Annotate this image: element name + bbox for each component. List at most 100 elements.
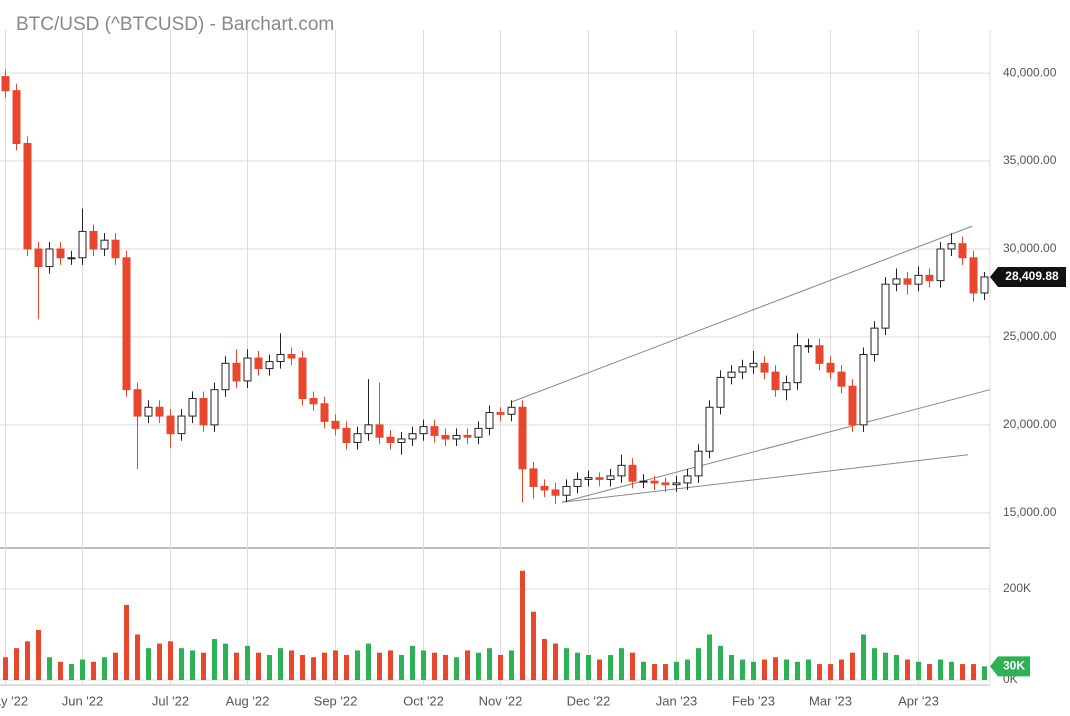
x-tick-label: Dec '22 [567, 693, 611, 708]
volume-bar [388, 650, 393, 680]
candle-body [331, 420, 340, 429]
volume-bar [212, 639, 217, 680]
volume-bar [47, 657, 52, 680]
volume-bar [751, 661, 756, 680]
candle-body [243, 357, 252, 382]
candle-body [936, 248, 945, 282]
volume-bar [344, 654, 349, 680]
candle-body [947, 243, 956, 250]
volume-bar [971, 664, 976, 680]
candle-body [254, 357, 263, 370]
volume-bar [443, 654, 448, 680]
trendline [562, 454, 969, 503]
candle-body [375, 424, 384, 438]
candle-body [100, 239, 109, 250]
candle-body [650, 480, 659, 484]
candle-body [133, 389, 142, 417]
candle-body [23, 142, 32, 250]
volume-bar [366, 643, 371, 680]
candle-body [441, 434, 450, 440]
candle-body [419, 426, 428, 435]
candle-body [507, 406, 516, 415]
candle-body [298, 357, 307, 399]
candle-body [265, 361, 274, 370]
candle-body [639, 480, 648, 483]
volume-bar [355, 650, 360, 680]
volume-bar [201, 652, 206, 680]
volume-bar [729, 654, 734, 680]
volume-bar [641, 661, 646, 680]
y-tick-label: 15,000.00 [1003, 505, 1057, 519]
volume-bar [399, 654, 404, 680]
candle-body [914, 274, 923, 285]
candle-body [661, 482, 670, 486]
volume-bar [322, 652, 327, 680]
candle-body [518, 406, 527, 470]
candle-body [562, 485, 571, 496]
volume-bar [91, 661, 96, 680]
candle-body [837, 371, 846, 387]
x-tick-label: Jul '22 [152, 693, 189, 708]
candle-body [617, 464, 626, 477]
volume-bar [949, 661, 954, 680]
candle-body [793, 345, 802, 384]
candle-body [397, 438, 406, 443]
volume-bar [784, 659, 789, 680]
y-tick-label: 25,000.00 [1003, 329, 1057, 343]
x-tick-label: May '22 [0, 693, 28, 708]
candle-body [485, 412, 494, 429]
volume-bar [135, 634, 140, 680]
volume-bar [872, 648, 877, 680]
candle-body [749, 362, 758, 368]
candle-body [826, 362, 835, 373]
candle-body [771, 371, 780, 391]
candle-body [892, 278, 901, 285]
candle-body [1, 76, 10, 92]
volume-bar [916, 661, 921, 680]
candle-body [551, 489, 560, 496]
y-tick-label: 40,000.00 [1003, 65, 1057, 79]
candle-body [199, 397, 208, 426]
candle-body [738, 366, 747, 373]
volume-bar [223, 643, 228, 680]
candle-body [78, 230, 87, 259]
volume-bar [498, 654, 503, 680]
volume-bar [982, 666, 987, 680]
candle-body [969, 257, 978, 294]
volume-bar [707, 634, 712, 680]
candle-body [881, 283, 890, 329]
volume-bar [421, 650, 426, 680]
chart-title: BTC/USD (^BTCUSD) - Barchart.com [16, 14, 334, 35]
candle-body [925, 274, 934, 282]
volume-bar [553, 643, 558, 680]
candle-body [496, 412, 505, 415]
x-tick-label: Mar '23 [809, 693, 852, 708]
candle-body [870, 327, 879, 356]
x-tick-label: Nov '22 [479, 693, 523, 708]
candle-body [606, 475, 615, 480]
volume-bar [905, 659, 910, 680]
candle-body [56, 248, 65, 259]
candle-body [144, 406, 153, 417]
last-price-label: 28,409.88 [1005, 269, 1059, 283]
candle-body [177, 415, 186, 435]
x-tick-label: Sep '22 [314, 693, 358, 708]
volume-bar [69, 664, 74, 680]
x-tick-label: Feb '23 [732, 693, 775, 708]
volume-bar [454, 657, 459, 680]
volume-bar [586, 654, 591, 680]
volume-bar [685, 659, 690, 680]
candle-body [584, 477, 593, 480]
volume-bar [333, 650, 338, 680]
x-tick-label: Apr '23 [898, 693, 939, 708]
volume-bar [817, 664, 822, 680]
volume-bar [927, 664, 932, 680]
volume-bar [267, 654, 272, 680]
volume-bar [465, 650, 470, 680]
candle-body [309, 397, 318, 405]
volume-bar [740, 659, 745, 680]
candle-body [287, 354, 296, 359]
candle-body [45, 248, 54, 268]
candle-body [727, 371, 736, 378]
candle-body [694, 450, 703, 477]
